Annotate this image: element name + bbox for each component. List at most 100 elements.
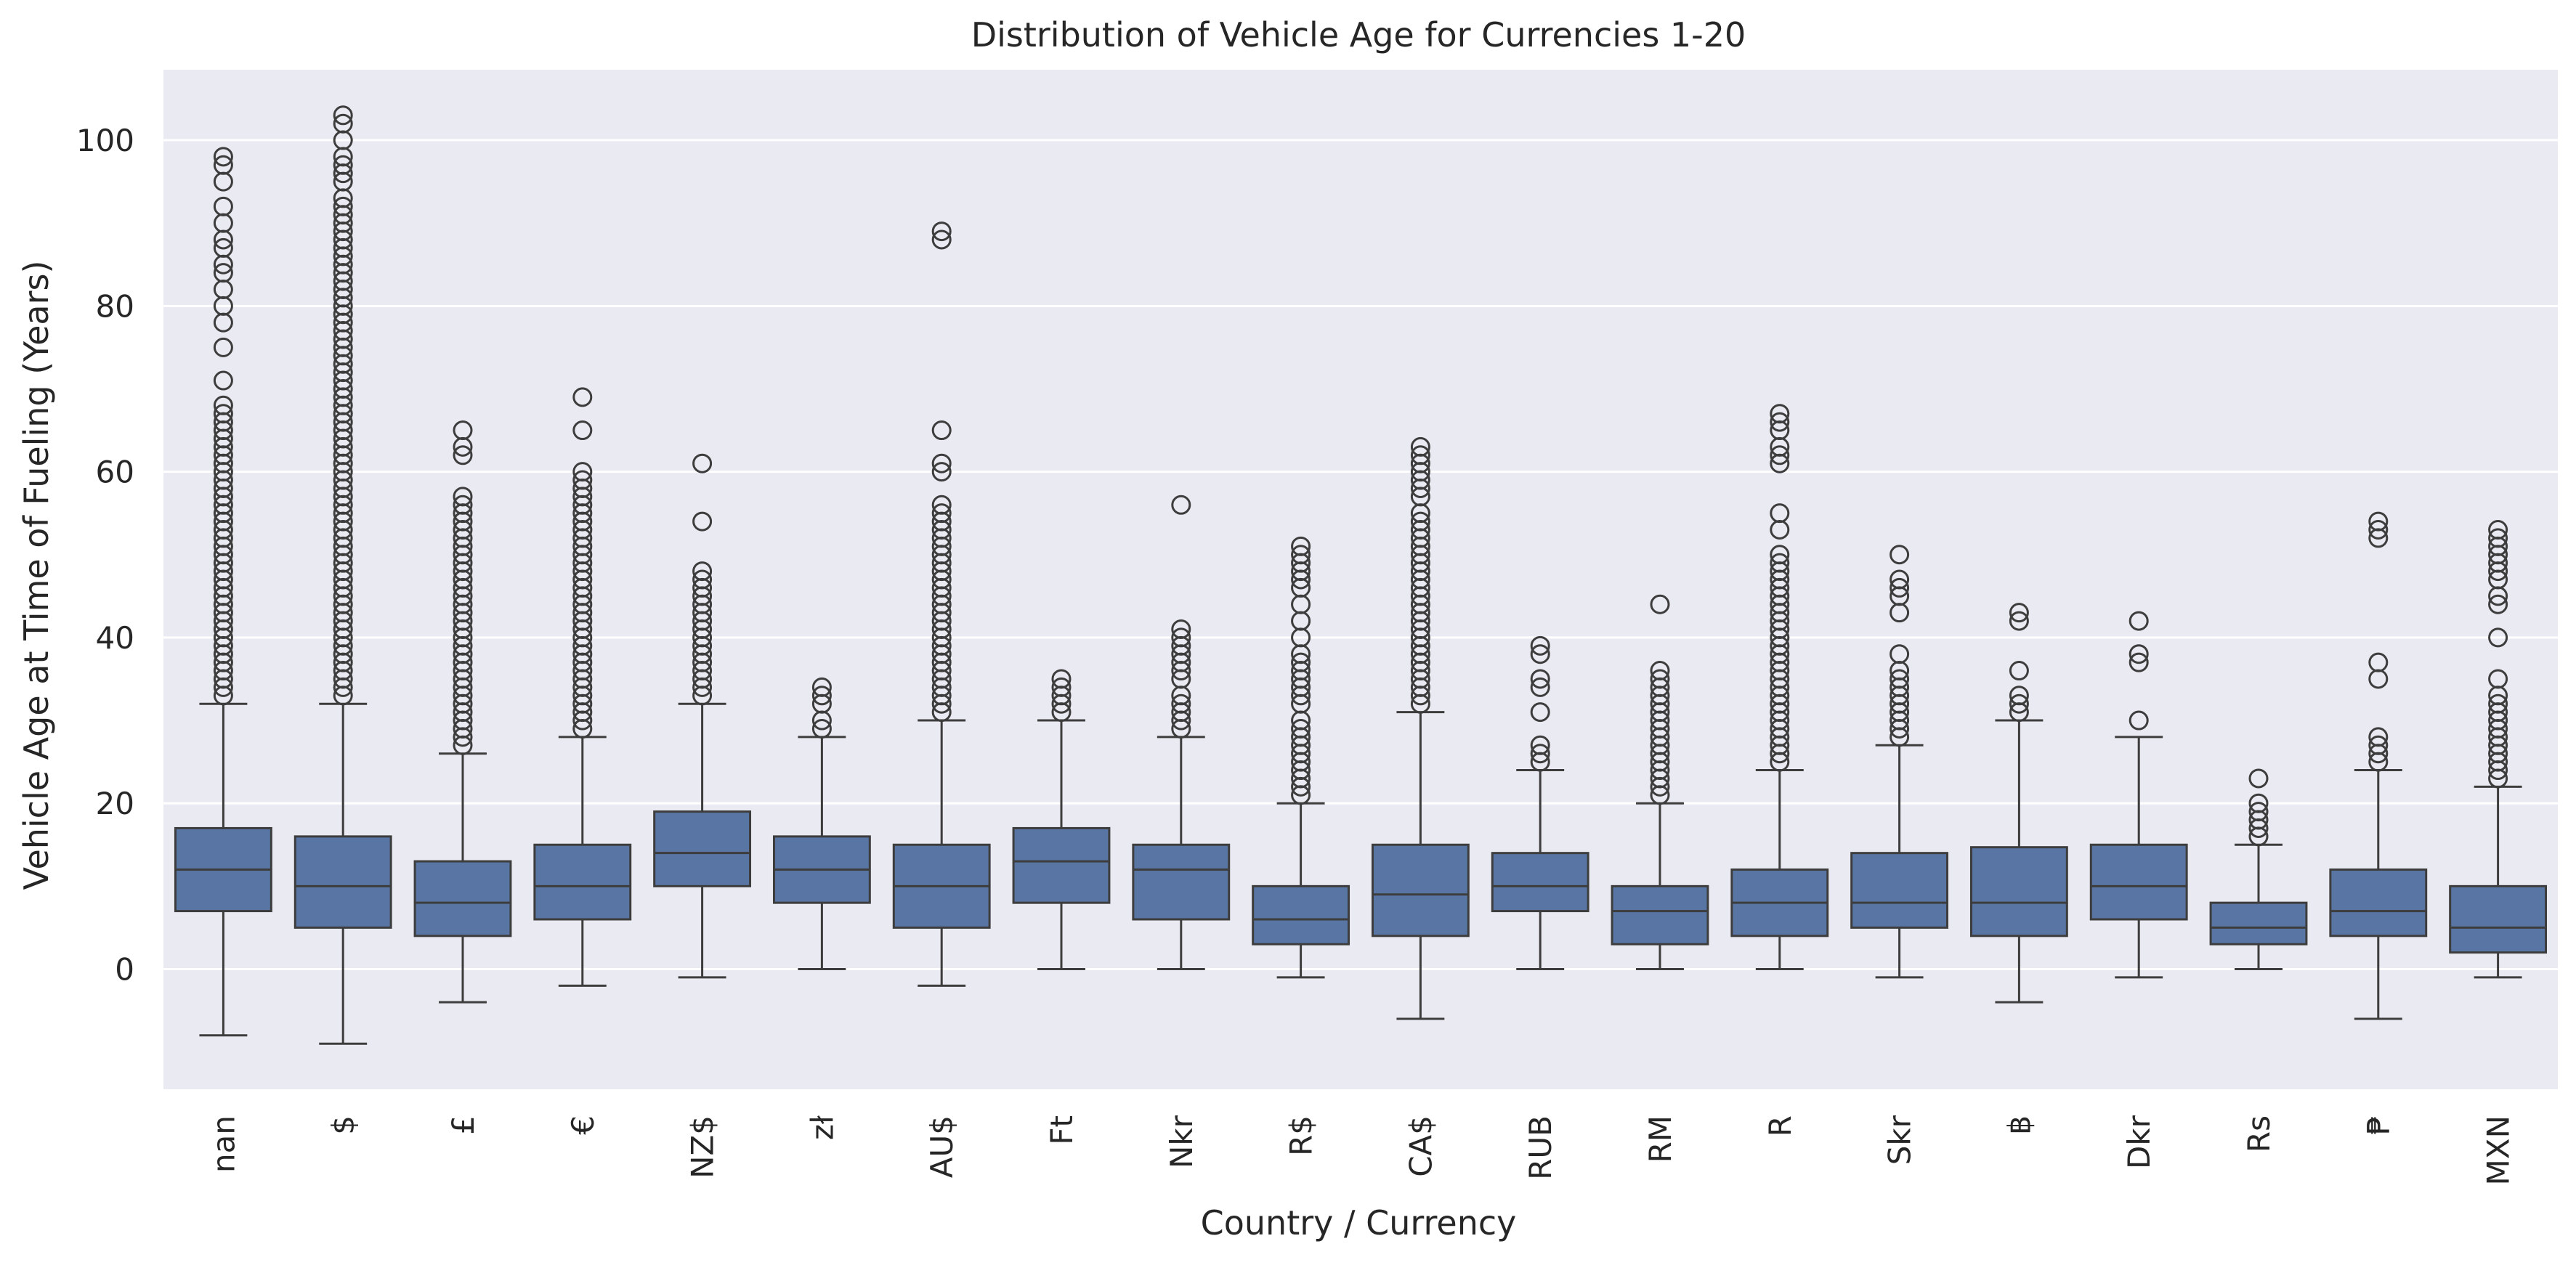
box-group [2329, 511, 2428, 1020]
outlier-point [2488, 669, 2508, 689]
outlier-point [2368, 511, 2389, 532]
x-tick-label: Ft [1044, 1115, 1080, 1145]
outlier-point [1650, 669, 1670, 689]
outlier-point [453, 445, 473, 465]
x-tick-label: ฿ [2001, 1115, 2037, 1135]
outlier-point [1530, 635, 1550, 656]
outlier-point [692, 561, 713, 582]
outlier-point [811, 677, 832, 697]
outlier-point [572, 462, 593, 482]
outlier-point [213, 196, 233, 216]
box-iqr [2449, 884, 2548, 954]
box-group [2209, 768, 2308, 970]
y-tick-label: 100 [76, 123, 134, 158]
outlier-point [2488, 594, 2508, 614]
x-tick-label: CA$ [1403, 1115, 1438, 1177]
outlier-point [1650, 594, 1670, 614]
outlier-point [1051, 677, 1072, 697]
outlier-point [1770, 404, 1790, 424]
outlier-point [1770, 412, 1790, 432]
y-tick-label: 0 [115, 951, 134, 987]
box-iqr [533, 843, 632, 921]
box-iqr [1371, 843, 1470, 937]
y-axis-label: Vehicle Age at Time of Fueling (Years) [17, 261, 56, 890]
outlier-point [931, 420, 952, 441]
x-tick-label: NZ$ [685, 1115, 721, 1179]
outlier-point [333, 155, 353, 175]
outlier-point [453, 487, 473, 507]
x-tick-label: € [565, 1115, 601, 1135]
boxes [174, 105, 2548, 1045]
x-tick-label: RUB [1523, 1115, 1558, 1180]
outlier-point [1890, 569, 1910, 590]
x-tick-label: zł [804, 1115, 840, 1140]
box-group [2449, 520, 2548, 979]
outlier-point [1410, 445, 1430, 465]
outlier-point [931, 462, 952, 482]
box-group [413, 420, 512, 1004]
box-group [1850, 545, 1949, 979]
outlier-point [2488, 693, 2508, 714]
x-axis-ticks: nan $ £ € NZ$ zł AU$ Ft Nkr R$ CA$ RUB RM R Skr ฿ Dkr Rs ₱… [206, 1115, 2516, 1185]
outlier-point [213, 370, 233, 391]
outlier-point [2129, 710, 2149, 731]
outlier-point [692, 453, 713, 473]
outlier-point [333, 105, 353, 126]
box-iqr [1132, 843, 1231, 921]
box-group [1252, 536, 1350, 979]
x-tick-label: ₱ [2361, 1115, 2397, 1135]
y-tick-label: 20 [96, 786, 134, 821]
outlier-point [1770, 445, 1790, 465]
outlier-point [453, 495, 473, 515]
outlier-point [1171, 693, 1191, 714]
outlier-point [1890, 644, 1910, 664]
outlier-point [1770, 503, 1790, 524]
outlier-point [213, 395, 233, 415]
outlier-point [1530, 744, 1550, 764]
box-group [653, 453, 752, 979]
outlier-point [2248, 768, 2269, 789]
box-iqr [2329, 869, 2428, 937]
outlier-point [1890, 669, 1910, 689]
outlier-point [811, 718, 832, 739]
outlier-point [1291, 536, 1311, 556]
x-tick-label: nan [206, 1115, 241, 1173]
outlier-point [333, 196, 353, 216]
outlier-point [572, 420, 593, 441]
outlier-point [692, 569, 713, 590]
outlier-point [2488, 627, 2508, 648]
x-tick-label: MXN [2481, 1115, 2516, 1185]
outlier-point [1890, 577, 1910, 598]
outlier-point [931, 503, 952, 524]
outlier-point [931, 229, 952, 250]
outlier-point [1530, 677, 1550, 697]
y-tick-label: 40 [96, 620, 134, 656]
box-iqr [413, 860, 512, 937]
outlier-point [931, 453, 952, 473]
box-iqr [1012, 826, 1111, 904]
outlier-point [2248, 802, 2269, 822]
outlier-point [1770, 545, 1790, 565]
outlier-point [213, 147, 233, 167]
outlier-point [453, 420, 473, 441]
box-iqr [293, 835, 392, 929]
y-axis-ticks: 0 20 40 60 80 100 [76, 123, 134, 987]
x-tick-label: R$ [1284, 1115, 1319, 1156]
outlier-point [2368, 652, 2389, 672]
outlier-point [2368, 727, 2389, 747]
x-tick-label: AU$ [924, 1115, 960, 1178]
x-tick-label: Dkr [2121, 1115, 2157, 1169]
outlier-point [1890, 545, 1910, 565]
box-iqr [1611, 884, 1709, 945]
x-tick-label: $ [325, 1115, 361, 1135]
outlier-point [811, 686, 832, 706]
outlier-point [931, 495, 952, 515]
outlier-point [1530, 702, 1550, 723]
outlier-point [1530, 735, 1550, 755]
box-iqr [2209, 901, 2308, 945]
box-group [1969, 603, 2068, 1004]
outlier-point [1410, 436, 1430, 457]
box-group [533, 387, 632, 987]
outlier-point [213, 404, 233, 424]
outlier-point [2009, 611, 2029, 631]
